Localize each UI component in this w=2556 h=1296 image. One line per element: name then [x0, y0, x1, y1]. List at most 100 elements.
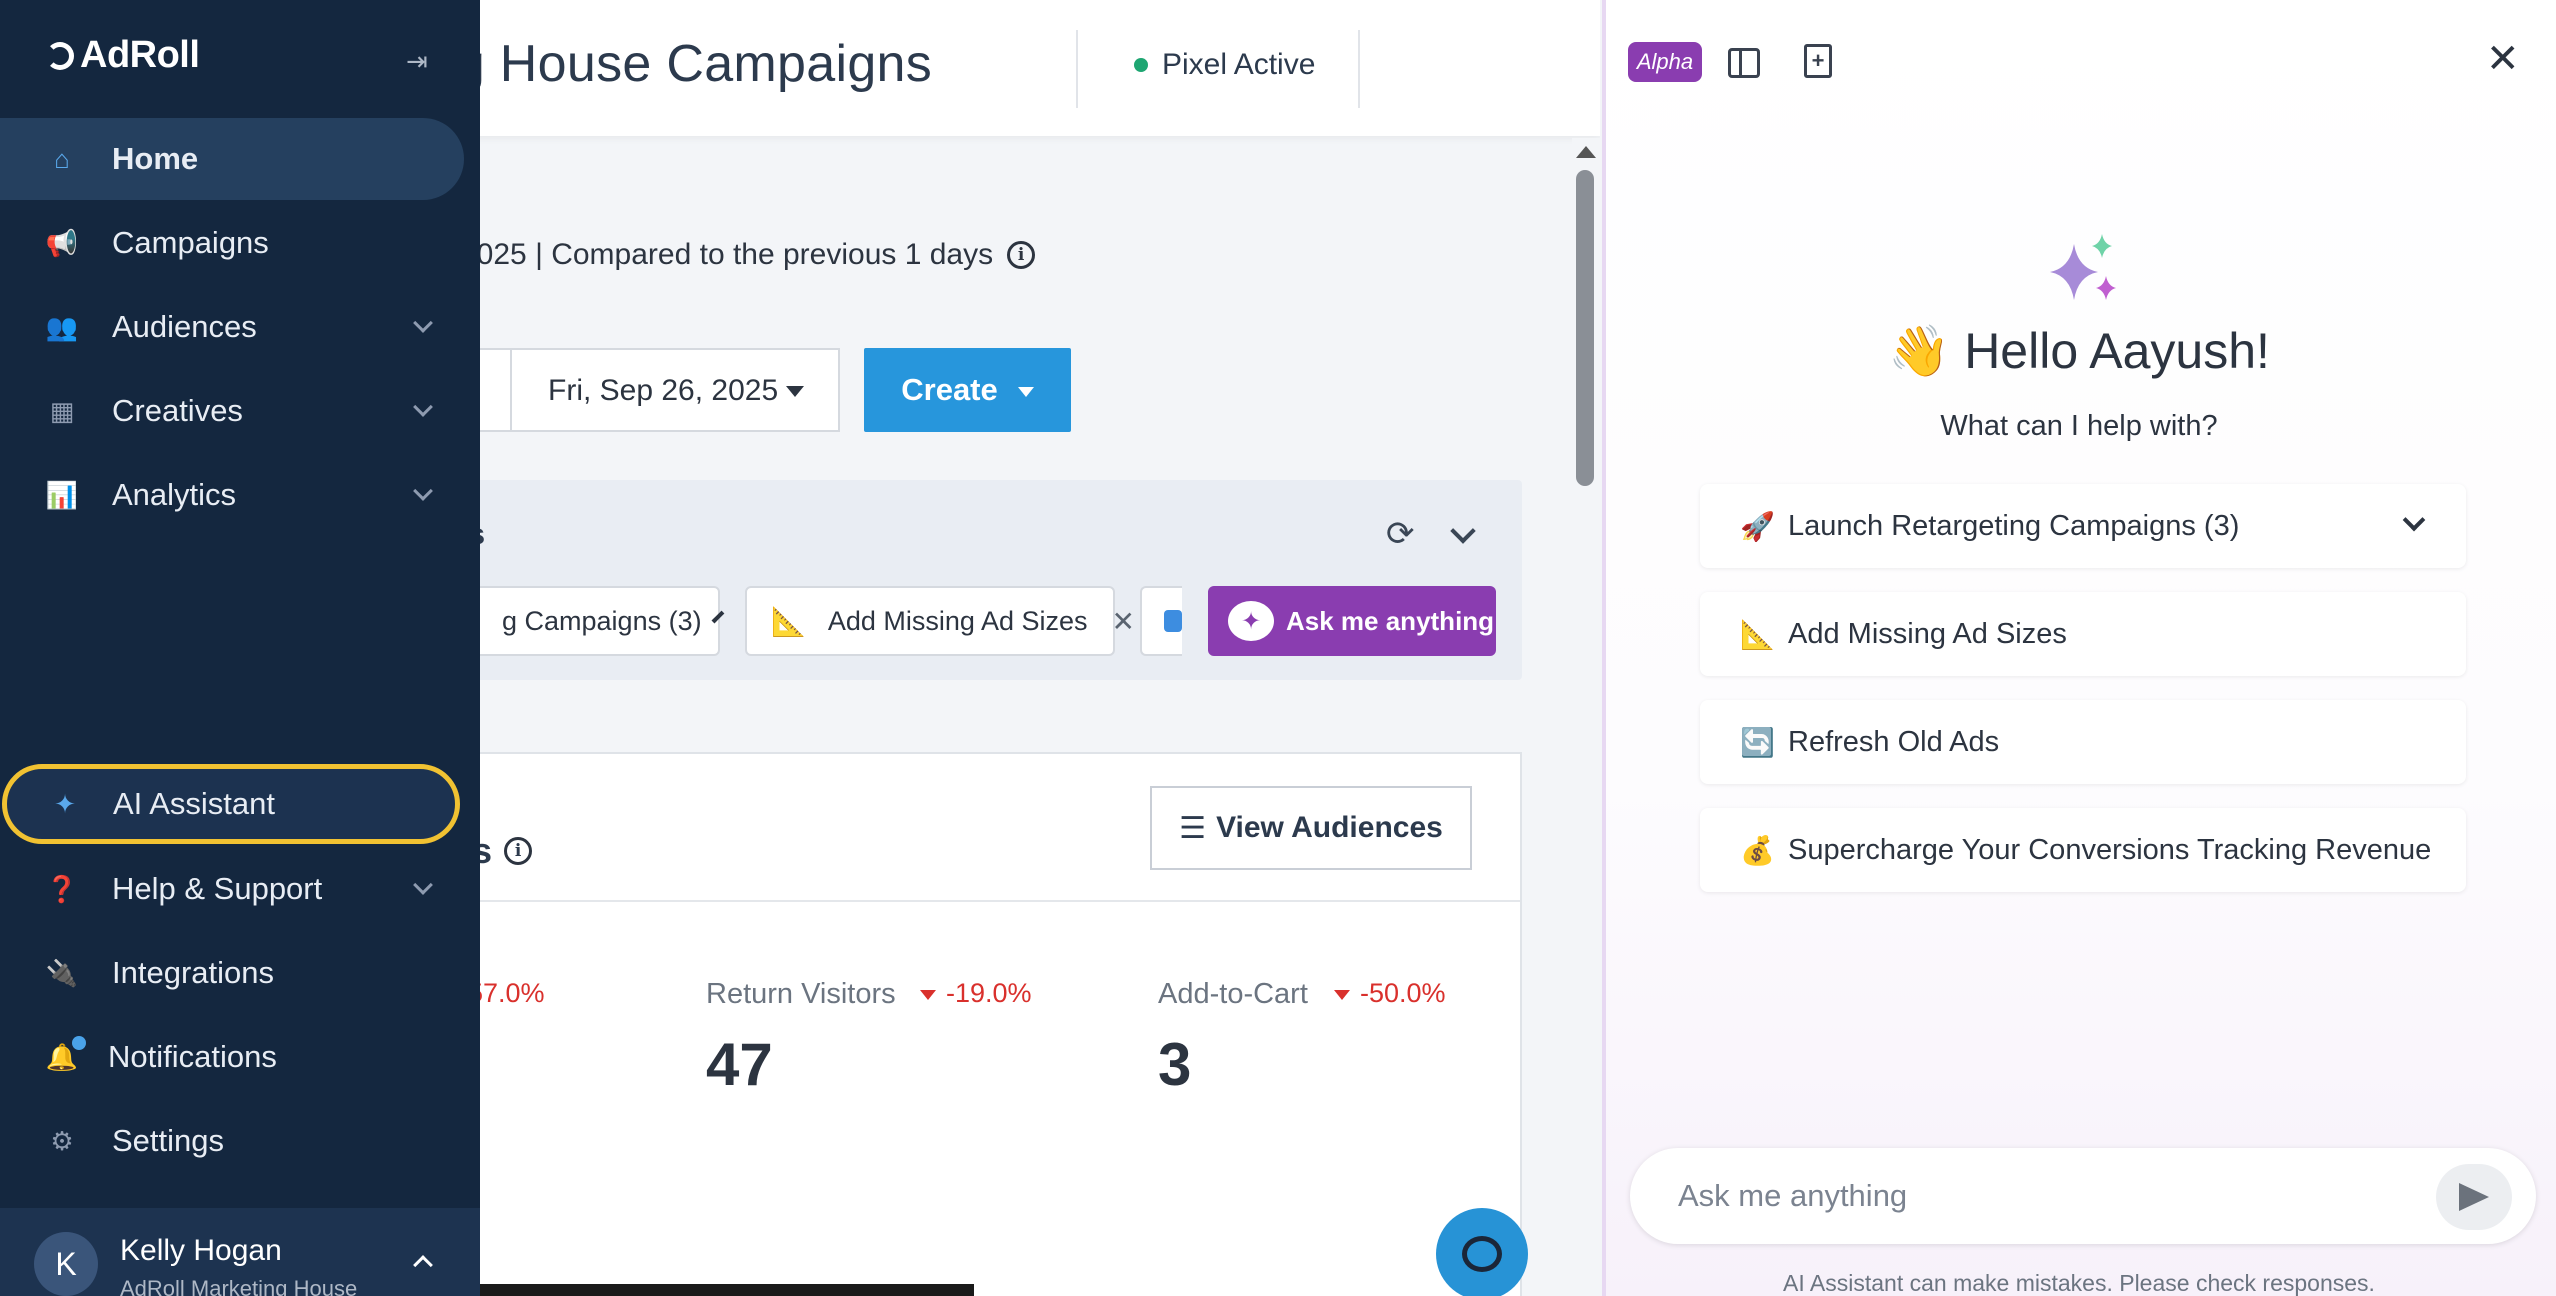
- sidebar-item-label: Audiences: [112, 309, 257, 344]
- list-icon: ☰: [1179, 811, 1207, 845]
- subgreeting: What can I help with?: [1940, 410, 2218, 442]
- suggestion-refresh-old-ads[interactable]: 🔄 Refresh Old Ads: [1700, 700, 2466, 784]
- sidebar-item-label: Home: [112, 141, 199, 176]
- ask-me-anything-button[interactable]: ✦ Ask me anything: [1208, 586, 1496, 656]
- notification-dot: [72, 1036, 86, 1050]
- chip-refresh-old-ads[interactable]: [1140, 586, 1182, 656]
- sidebar: AdRoll ⇥ ⌂ Home 📢 Campaigns 👥 Audiences …: [0, 0, 480, 1296]
- sidebar-item-creatives[interactable]: ▦ Creatives: [0, 370, 464, 452]
- create-button[interactable]: Create: [864, 348, 1071, 432]
- ask-label: Ask me anything: [1286, 605, 1495, 636]
- chevron-down-icon[interactable]: [2402, 508, 2426, 532]
- assistant-input[interactable]: [1678, 1172, 2418, 1220]
- sidebar-item-analytics[interactable]: 📊 Analytics: [0, 454, 464, 536]
- page-title: ting House Campaigns: [400, 35, 933, 93]
- metric-delta-text: -19.0%: [946, 978, 1032, 1008]
- help-icon: ❓: [45, 873, 79, 904]
- home-icon: ⌂: [54, 143, 70, 174]
- adroll-logo[interactable]: AdRoll: [46, 34, 200, 77]
- suggestion-label: Refresh Old Ads: [1788, 725, 2000, 758]
- sidebar-item-label: AI Assistant: [113, 786, 275, 821]
- sidebar-item-campaigns[interactable]: 📢 Campaigns: [0, 202, 464, 284]
- grid-icon: ▦: [49, 395, 75, 426]
- metric-delta: -50.0%: [1334, 978, 1446, 1009]
- wave-icon: 👋: [1888, 323, 1951, 379]
- chip-add-missing-ad-sizes[interactable]: 📐 Add Missing Ad Sizes ✕: [745, 586, 1135, 656]
- user-menu[interactable]: K Kelly Hogan AdRoll Marketing House: [0, 1208, 480, 1296]
- caret-down-icon: [1017, 387, 1034, 397]
- alpha-badge: Alpha: [1628, 42, 1702, 82]
- pixel-status-label: Pixel Active: [1162, 48, 1316, 81]
- sidebar-item-notifications[interactable]: 🔔 Notifications: [0, 1016, 464, 1098]
- ruler-icon: 📐: [771, 605, 806, 637]
- people-icon: 👥: [45, 311, 79, 342]
- info-icon[interactable]: i: [504, 837, 533, 865]
- greeting-text: Hello Aayush!: [1964, 323, 2270, 379]
- sidebar-item-label: Creatives: [112, 393, 243, 428]
- user-name: Kelly Hogan: [120, 1234, 282, 1267]
- send-button[interactable]: [2436, 1164, 2512, 1230]
- view-audiences-label: View Audiences: [1216, 811, 1443, 844]
- down-arrow-icon: [1334, 989, 1350, 1000]
- sidebar-item-label: Notifications: [108, 1039, 277, 1074]
- chip-label: g Campaigns (3): [502, 605, 702, 636]
- sidebar-item-label: Settings: [112, 1123, 225, 1158]
- sidebar-item-help-support[interactable]: ❓ Help & Support: [0, 848, 464, 930]
- chat-sparkle-icon: ✦: [1228, 601, 1274, 641]
- sparkle-icon: ✦: [54, 788, 76, 819]
- ruler-icon: 📐: [1740, 618, 1775, 650]
- plug-icon: 🔌: [45, 957, 79, 988]
- sidebar-item-integrations[interactable]: 🔌 Integrations: [0, 932, 464, 1014]
- metric-delta: -19.0%: [920, 978, 1032, 1009]
- sidebar-item-label: Analytics: [112, 477, 237, 512]
- scroll-up-icon[interactable]: [1576, 146, 1596, 158]
- panel-layout-icon[interactable]: [1728, 48, 1760, 78]
- metric-label: Add-to-Cart: [1158, 978, 1308, 1010]
- close-icon[interactable]: ✕: [1111, 605, 1135, 637]
- metric-value: 3: [1158, 1031, 1192, 1098]
- chat-support-button[interactable]: [1436, 1208, 1528, 1296]
- chevron-up-icon: [413, 1255, 433, 1275]
- metric-value: 47: [706, 1031, 773, 1098]
- sidebar-item-label: Campaigns: [112, 225, 269, 260]
- user-org: AdRoll Marketing House: [120, 1276, 358, 1296]
- send-icon: [2459, 1183, 2489, 1211]
- assistant-disclaimer: AI Assistant can make mistakes. Please c…: [1783, 1270, 2375, 1296]
- date-comparison-text: 2025 | Compared to the previous 1 days: [460, 238, 994, 271]
- caret-down-icon[interactable]: [786, 386, 804, 397]
- collapse-sidebar-icon[interactable]: ⇥: [406, 46, 428, 76]
- create-label: Create: [901, 372, 998, 407]
- greeting: 👋 Hello Aayush!: [1602, 322, 2556, 381]
- pixel-status[interactable]: Pixel Active: [1134, 48, 1315, 82]
- sidebar-item-ai-assistant[interactable]: ✦ AI Assistant: [2, 764, 460, 844]
- money-bag-icon: 💰: [1740, 834, 1775, 866]
- suggestion-label: Add Missing Ad Sizes: [1788, 617, 2067, 650]
- brand-name: AdRoll: [80, 34, 200, 76]
- date-comparison-note: 2025 | Compared to the previous 1 days i: [460, 238, 1036, 272]
- close-icon[interactable]: ✕: [2486, 37, 2520, 81]
- sidebar-item-home[interactable]: ⌂ Home: [0, 118, 464, 200]
- date-end[interactable]: Fri, Sep 26, 2025: [548, 374, 779, 407]
- gear-icon: ⚙: [50, 1125, 74, 1156]
- refresh-icon[interactable]: ⟳: [1386, 515, 1415, 553]
- megaphone-icon: 📢: [45, 227, 79, 258]
- suggestion-add-missing-ad-sizes[interactable]: 📐 Add Missing Ad Sizes: [1700, 592, 2466, 676]
- date-picker-divider: [510, 350, 512, 430]
- view-audiences-button[interactable]: ☰ View Audiences: [1150, 786, 1472, 870]
- refresh-icon: [1164, 610, 1182, 632]
- chip-retargeting-campaigns[interactable]: g Campaigns (3): [440, 586, 724, 656]
- chevron-down-icon: [413, 313, 433, 333]
- bell-icon: 🔔: [45, 1041, 79, 1072]
- suggestion-launch-retargeting[interactable]: 🚀 Launch Retargeting Campaigns (3): [1700, 484, 2466, 568]
- new-chat-icon[interactable]: +: [1804, 44, 1832, 78]
- sidebar-item-audiences[interactable]: 👥 Audiences: [0, 286, 464, 368]
- info-icon[interactable]: i: [1007, 241, 1036, 269]
- assistant-input-box: [1630, 1148, 2536, 1244]
- header-divider: [1358, 30, 1360, 108]
- scrollbar-thumb[interactable]: [1576, 170, 1594, 486]
- sidebar-item-settings[interactable]: ⚙ Settings: [0, 1100, 464, 1182]
- suggestion-supercharge-conversions[interactable]: 💰 Supercharge Your Conversions Tracking …: [1700, 808, 2466, 892]
- chevron-down-icon: [413, 481, 433, 501]
- sidebar-item-label: Integrations: [112, 955, 274, 990]
- header-divider: [1076, 30, 1078, 108]
